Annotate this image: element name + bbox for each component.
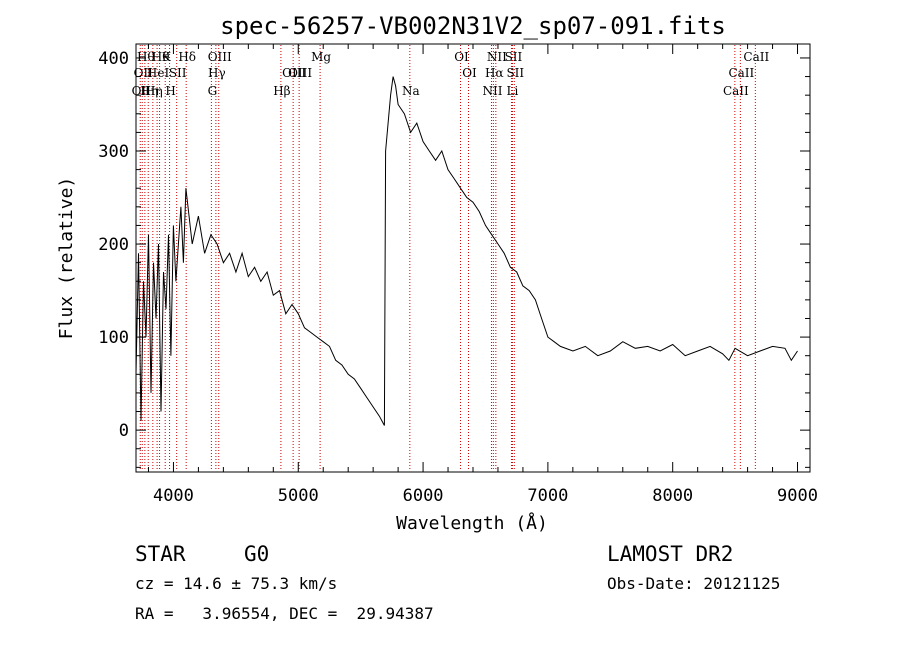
line-marker-label: Hγ: [208, 66, 226, 80]
line-marker-label: Na: [402, 84, 420, 98]
line-marker-label: CaII: [743, 50, 769, 64]
line-marker-label: SII: [506, 66, 524, 80]
x-tick-label: 6000: [403, 486, 444, 506]
line-marker-label: OIII: [288, 66, 312, 80]
line-marker-label: SII: [169, 66, 187, 80]
y-tick-label: 200: [98, 235, 129, 255]
spectrum-line: [135, 76, 798, 426]
line-marker-label: OI: [454, 50, 469, 64]
x-tick-label: 7000: [527, 486, 568, 506]
line-marker-label: OIII: [282, 66, 306, 80]
plot-frame: [135, 43, 811, 473]
line-marker-label: OI: [462, 66, 477, 80]
chart-title: spec-56257-VB002N31V2_sp07-091.fits: [220, 12, 726, 40]
line-marker-label: Hθ: [152, 50, 170, 64]
x-axis-ticks: 4000 5000 6000 7000 8000 9000: [147, 44, 818, 506]
object-subclass: G0: [244, 542, 269, 566]
y-tick-label: 0: [119, 421, 129, 441]
object-class: STAR: [135, 542, 186, 566]
survey-name: LAMOST DR2: [607, 542, 733, 566]
x-tick-label: 8000: [652, 486, 693, 506]
line-marker-label: NII: [482, 84, 502, 98]
y-tick-label: 400: [98, 49, 129, 69]
line-marker-label: Hη: [145, 84, 163, 98]
line-marker-label: OIII: [208, 50, 232, 64]
line-marker-label: CaII: [723, 84, 749, 98]
coordinates: RA = 3.96554, DEC = 29.94387: [135, 604, 434, 623]
y-axis-ticks: 0 100 200 300 400: [98, 49, 810, 468]
line-marker-label: Hδ: [178, 50, 196, 64]
x-tick-label: 4000: [153, 486, 194, 506]
x-tick-label: 5000: [278, 486, 319, 506]
line-marker-label: Hη: [140, 84, 158, 98]
line-marker-label: Hθ: [137, 50, 155, 64]
emission-line-markers: [139, 45, 756, 471]
observation-date: Obs-Date: 20121125: [607, 574, 780, 593]
x-tick-label: 9000: [777, 486, 818, 506]
line-marker-label: G: [208, 84, 218, 98]
line-marker-label: H: [165, 84, 175, 98]
line-marker-label: SII: [505, 50, 523, 64]
line-marker-label: Hα: [485, 66, 504, 80]
x-axis-label: Wavelength (Å): [396, 512, 548, 534]
redshift-info: cz = 14.6 ± 75.3 km/s: [135, 574, 337, 593]
line-marker-label: K: [162, 50, 172, 64]
line-marker-label: Mg: [311, 50, 331, 64]
y-axis-label: Flux (relative): [56, 177, 77, 340]
line-marker-label: Li: [507, 84, 519, 98]
line-marker-label: HeI: [147, 66, 170, 80]
emission-line-labels: OIIOIIHθHηHηHeIHθKHSIIHδGHγOIIIHβOIIIOII…: [132, 50, 770, 98]
line-marker-label: CaII: [728, 66, 754, 80]
y-tick-label: 300: [98, 142, 129, 162]
line-marker-label: Hβ: [273, 84, 290, 98]
y-tick-label: 100: [98, 328, 129, 348]
line-marker-label: NII: [487, 50, 507, 64]
